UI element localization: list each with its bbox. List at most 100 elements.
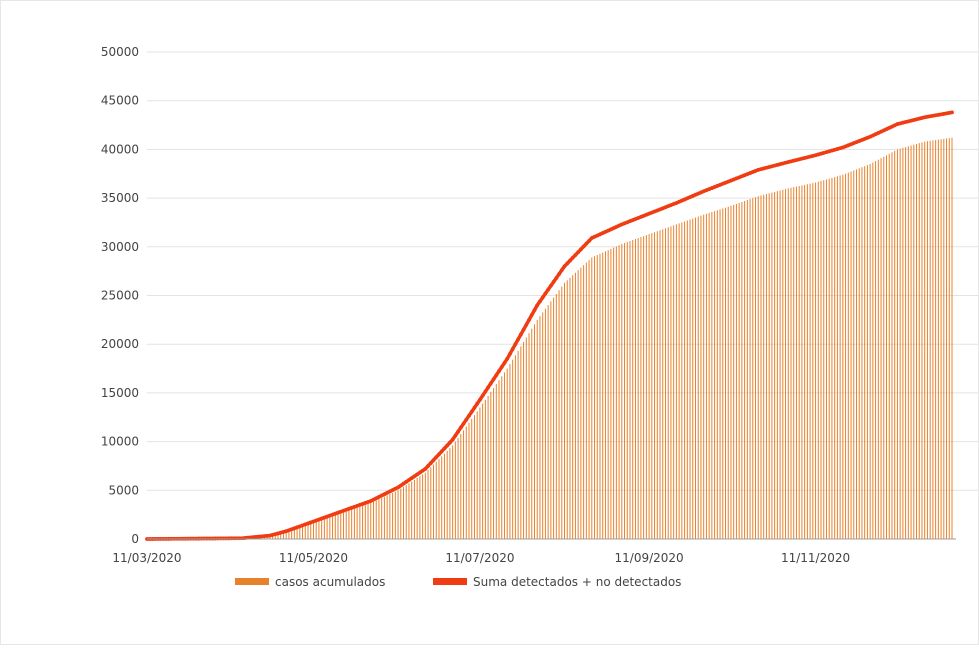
bar xyxy=(425,473,426,539)
bar xyxy=(534,324,535,539)
line-point xyxy=(492,377,496,381)
y-axis-ticks: 0500010000150002000025000300003500040000… xyxy=(101,45,139,546)
bar xyxy=(471,419,472,539)
bar xyxy=(870,164,871,539)
line-point xyxy=(552,280,556,284)
line-point xyxy=(524,323,528,327)
bar xyxy=(766,194,767,539)
bar xyxy=(308,524,309,539)
bar xyxy=(531,329,532,539)
bar xyxy=(736,204,737,539)
line-point xyxy=(522,328,526,332)
bar xyxy=(335,515,336,539)
bar xyxy=(864,166,865,539)
bar xyxy=(804,185,805,539)
line-point xyxy=(563,264,567,268)
x-tick-label: 11/11/2020 xyxy=(781,551,850,565)
bar xyxy=(381,498,382,539)
line-point xyxy=(535,303,539,307)
bar xyxy=(818,182,819,539)
bar xyxy=(878,160,879,539)
bar xyxy=(332,516,333,539)
bar xyxy=(515,355,516,539)
bar xyxy=(673,225,674,539)
line-point xyxy=(440,449,444,453)
bar xyxy=(706,214,707,539)
bar xyxy=(665,228,666,539)
line-point xyxy=(533,308,537,312)
line-series-suma xyxy=(145,110,954,540)
bar xyxy=(791,188,792,539)
bar xyxy=(348,511,349,539)
bar xyxy=(455,442,456,539)
bar xyxy=(856,169,857,539)
line-point xyxy=(508,352,512,356)
y-tick-label: 35000 xyxy=(101,191,139,205)
bar xyxy=(605,251,606,539)
bar xyxy=(512,360,513,539)
line-point xyxy=(483,390,487,394)
bar xyxy=(621,244,622,539)
line-point xyxy=(527,318,531,322)
bar xyxy=(559,290,560,539)
bar xyxy=(398,490,399,539)
line-point xyxy=(489,381,493,385)
bar xyxy=(769,193,770,539)
bar xyxy=(831,178,832,539)
y-tick-label: 5000 xyxy=(108,483,139,497)
line-point xyxy=(557,272,561,276)
bar xyxy=(501,376,502,539)
line-point xyxy=(481,394,485,398)
series-line xyxy=(147,112,952,539)
line-point xyxy=(582,245,586,249)
line-point xyxy=(497,369,501,373)
bar xyxy=(305,525,306,539)
bar xyxy=(438,459,439,539)
bar xyxy=(526,338,527,539)
bar xyxy=(681,222,682,539)
bar xyxy=(782,190,783,539)
bar xyxy=(354,509,355,539)
bar xyxy=(703,215,704,539)
bar xyxy=(490,392,491,539)
bar xyxy=(730,206,731,539)
bar xyxy=(720,209,721,539)
bar xyxy=(638,238,639,539)
bar xyxy=(458,438,459,539)
bar xyxy=(370,503,371,539)
bar xyxy=(310,523,311,539)
bar xyxy=(739,203,740,539)
bar xyxy=(373,502,374,539)
bar xyxy=(927,141,928,539)
bar xyxy=(750,199,751,539)
bar xyxy=(845,174,846,539)
bar xyxy=(561,287,562,539)
bar xyxy=(668,227,669,539)
bar xyxy=(389,494,390,539)
bar xyxy=(586,263,587,539)
bar xyxy=(482,404,483,539)
bar xyxy=(755,197,756,539)
bar xyxy=(709,213,710,539)
line-point xyxy=(579,247,583,251)
bar xyxy=(343,513,344,539)
bar xyxy=(649,234,650,539)
bar xyxy=(520,346,521,539)
bar xyxy=(302,526,303,539)
bar xyxy=(725,208,726,539)
bar xyxy=(474,415,475,539)
bar xyxy=(452,446,453,540)
bar xyxy=(537,320,538,539)
line-point xyxy=(516,337,520,341)
bar xyxy=(580,268,581,539)
line-point xyxy=(473,406,477,410)
bar xyxy=(924,142,925,539)
line-point xyxy=(432,458,436,462)
bar xyxy=(692,219,693,539)
y-tick-label: 20000 xyxy=(101,337,139,351)
bar xyxy=(823,180,824,539)
bar xyxy=(291,530,292,539)
bar xyxy=(299,527,300,539)
